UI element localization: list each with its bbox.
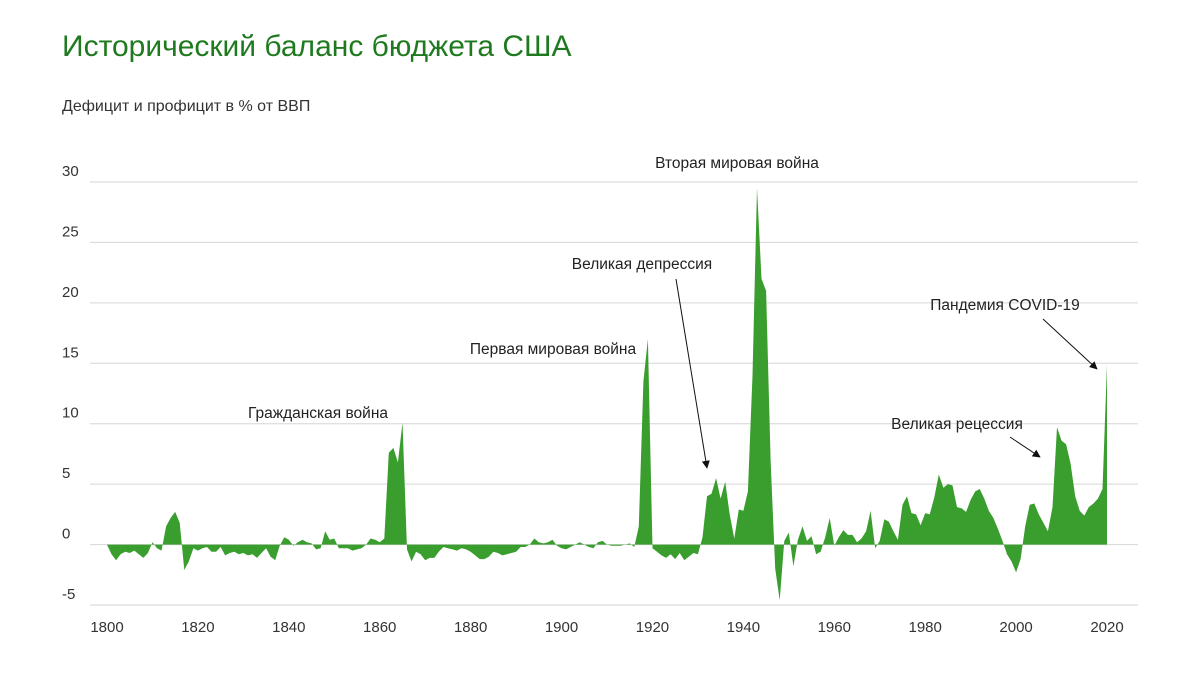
y-tick-label: 15 (62, 344, 79, 361)
gridlines (90, 181, 1138, 606)
y-tick-label: 5 (62, 465, 70, 482)
balance-area-series (107, 188, 1107, 601)
event-annotations: Гражданская война Первая мировая война Вел… (248, 155, 1098, 469)
annotation-arrow (1042, 318, 1098, 370)
x-tick-label: 1840 (272, 619, 305, 636)
x-tick-label: 1800 (90, 619, 123, 636)
annotation-label: Великая депрессия (572, 256, 712, 273)
annotation-label: Пандемия COVID-19 (930, 297, 1080, 314)
annotation-arrow (1009, 436, 1041, 458)
annotation-label: Великая рецессия (891, 416, 1023, 433)
x-tick-label: 1920 (636, 619, 669, 636)
chart-subtitle: Дефицит и профицит в % от ВВП (62, 98, 311, 115)
y-tick-label: 25 (62, 223, 79, 240)
chart-title: Исторический баланс бюджета США (62, 30, 572, 63)
annotation-label: Вторая мировая война (655, 155, 819, 172)
y-tick-label: 30 (62, 163, 79, 180)
x-tick-label: 2020 (1090, 619, 1123, 636)
x-tick-label: 1940 (727, 619, 760, 636)
x-tick-label: 1960 (818, 619, 851, 636)
balance-area (107, 188, 1107, 601)
y-tick-label: 20 (62, 284, 79, 301)
x-tick-label: 1860 (363, 619, 396, 636)
y-tick-label: -5 (62, 586, 75, 603)
annotation-label: Гражданская война (248, 405, 388, 422)
x-axis-ticks: 1800 1820 1840 1860 1880 1900 1920 1940 1960 1980… (90, 619, 1123, 636)
x-tick-label: 1900 (545, 619, 578, 636)
x-tick-label: 1820 (181, 619, 214, 636)
annotation-arrow (675, 278, 710, 469)
x-tick-label: 1880 (454, 619, 487, 636)
y-axis-ticks: -5 0 5 10 15 20 25 30 (62, 163, 79, 603)
y-tick-label: 0 (62, 526, 70, 543)
annotation-label: Первая мировая война (470, 341, 637, 358)
x-tick-label: 1980 (908, 619, 941, 636)
y-tick-label: 10 (62, 405, 79, 422)
x-tick-label: 2000 (999, 619, 1032, 636)
